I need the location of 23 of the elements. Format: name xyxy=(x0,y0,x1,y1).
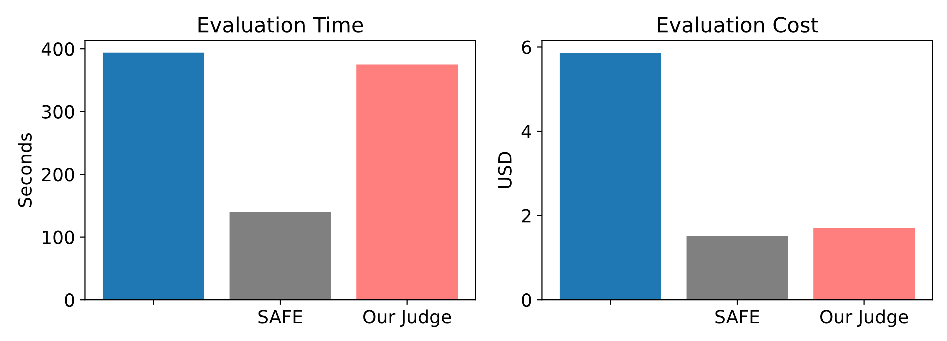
y-tick-label: 400 xyxy=(42,42,74,56)
x-tick-label: SAFE xyxy=(716,310,760,324)
bar xyxy=(356,64,458,300)
x-tick-label: SAFE xyxy=(258,310,302,324)
chart-title: Evaluation Time xyxy=(198,16,364,33)
y-tick-label: 4 xyxy=(522,125,532,138)
bar xyxy=(814,228,916,300)
y-axis-title: Seconds xyxy=(18,133,32,208)
y-tick-label: 200 xyxy=(42,168,74,182)
bar xyxy=(102,52,204,300)
bar xyxy=(230,212,332,300)
x-tick-label: Our Judge xyxy=(364,310,452,328)
y-axis-title: USD xyxy=(498,152,512,188)
y-tick-label: 0 xyxy=(65,294,74,308)
y-tick-label: 100 xyxy=(43,230,74,244)
bar xyxy=(686,236,788,300)
y-tick-label: 300 xyxy=(42,105,74,119)
y-tick-label: 2 xyxy=(522,209,531,223)
chart-title: Evaluation Cost xyxy=(658,16,818,33)
bar xyxy=(560,54,662,300)
y-tick-label: 0 xyxy=(522,294,532,308)
y-tick-label: 6 xyxy=(522,40,532,54)
x-tick-label: Our Judge xyxy=(820,310,908,328)
